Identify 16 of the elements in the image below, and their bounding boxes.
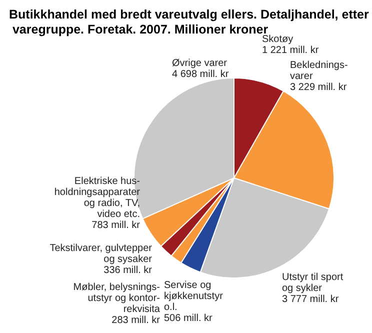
slice-label: Beklednings- varer <box>290 60 348 82</box>
data-label: 3 777 mill. kr <box>282 294 340 305</box>
slice-label: Øvrige varer <box>172 58 228 69</box>
data-label: 3 229 mill. kr <box>290 82 348 93</box>
slice-label: Servise og kjøkkenutstyr o.l. <box>164 280 224 313</box>
data-label: 283 mill. kr <box>112 315 161 326</box>
data-label: 506 mill. kr <box>164 313 214 324</box>
slice-label: Møbler, belysnings- utstyr og kontor- rekvisita <box>73 282 160 315</box>
data-label: 4 698 mill. kr <box>172 69 230 80</box>
data-label: 783 mill. kr <box>92 220 141 231</box>
slice-label: Elektriske hus- holdningsapparater og radio, TV, video etc. <box>54 176 141 220</box>
slice-label: Tekstilvarer, gulvtepper og sysaker <box>50 243 153 265</box>
data-label: 336 mill. kr <box>104 265 153 276</box>
slice-label: Utstyr til sport og sykler <box>282 272 344 294</box>
slice-label: Skotøy <box>262 34 294 45</box>
data-label: 1 221 mill. kr <box>262 45 320 56</box>
